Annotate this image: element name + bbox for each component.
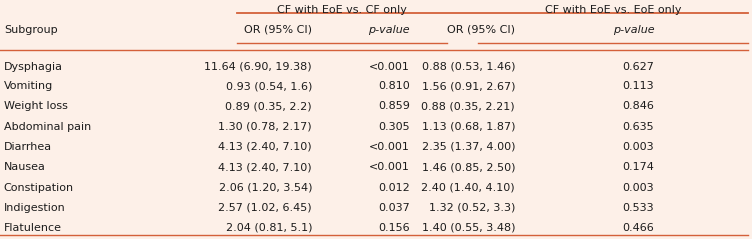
Text: 0.810: 0.810 — [378, 81, 410, 91]
Text: 0.012: 0.012 — [378, 183, 410, 193]
Text: 1.30 (0.78, 2.17): 1.30 (0.78, 2.17) — [218, 122, 312, 132]
Text: 1.32 (0.52, 3.3): 1.32 (0.52, 3.3) — [429, 203, 515, 213]
Text: 2.57 (1.02, 6.45): 2.57 (1.02, 6.45) — [218, 203, 312, 213]
Text: 0.88 (0.35, 2.21): 0.88 (0.35, 2.21) — [421, 101, 515, 111]
Text: 2.04 (0.81, 5.1): 2.04 (0.81, 5.1) — [226, 223, 312, 233]
Text: CF with EoE vs. EoE only: CF with EoE vs. EoE only — [544, 5, 681, 15]
Text: 0.003: 0.003 — [623, 183, 654, 193]
Text: 0.859: 0.859 — [378, 101, 410, 111]
Text: 0.174: 0.174 — [623, 162, 654, 172]
Text: Abdominal pain: Abdominal pain — [4, 122, 91, 132]
Text: 0.003: 0.003 — [623, 142, 654, 152]
Text: Constipation: Constipation — [4, 183, 74, 193]
Text: CF with EoE vs. CF only: CF with EoE vs. CF only — [277, 5, 407, 15]
Text: 0.635: 0.635 — [623, 122, 654, 132]
Text: 0.88 (0.53, 1.46): 0.88 (0.53, 1.46) — [422, 62, 515, 72]
Text: 0.037: 0.037 — [378, 203, 410, 213]
Text: 0.846: 0.846 — [623, 101, 654, 111]
Text: Vomiting: Vomiting — [4, 81, 53, 91]
Text: <0.001: <0.001 — [369, 142, 410, 152]
Text: 2.06 (1.20, 3.54): 2.06 (1.20, 3.54) — [219, 183, 312, 193]
Text: 1.56 (0.91, 2.67): 1.56 (0.91, 2.67) — [422, 81, 515, 91]
Text: Dysphagia: Dysphagia — [4, 62, 62, 72]
Text: 1.13 (0.68, 1.87): 1.13 (0.68, 1.87) — [422, 122, 515, 132]
Text: 0.305: 0.305 — [378, 122, 410, 132]
Text: p-value: p-value — [613, 25, 654, 35]
Text: <0.001: <0.001 — [369, 62, 410, 72]
Text: 0.627: 0.627 — [623, 62, 654, 72]
Text: 1.40 (0.55, 3.48): 1.40 (0.55, 3.48) — [422, 223, 515, 233]
Text: p-value: p-value — [368, 25, 410, 35]
Text: Flatulence: Flatulence — [4, 223, 62, 233]
Text: 4.13 (2.40, 7.10): 4.13 (2.40, 7.10) — [218, 142, 312, 152]
Text: 1.46 (0.85, 2.50): 1.46 (0.85, 2.50) — [422, 162, 515, 172]
Text: 0.533: 0.533 — [623, 203, 654, 213]
Text: Indigestion: Indigestion — [4, 203, 65, 213]
Text: Weight loss: Weight loss — [4, 101, 68, 111]
Text: OR (95% CI): OR (95% CI) — [244, 25, 312, 35]
Text: 0.93 (0.54, 1.6): 0.93 (0.54, 1.6) — [226, 81, 312, 91]
Text: 2.35 (1.37, 4.00): 2.35 (1.37, 4.00) — [422, 142, 515, 152]
Text: Subgroup: Subgroup — [4, 25, 57, 35]
Text: 0.113: 0.113 — [623, 81, 654, 91]
Text: 0.89 (0.35, 2.2): 0.89 (0.35, 2.2) — [226, 101, 312, 111]
Text: <0.001: <0.001 — [369, 162, 410, 172]
Text: 4.13 (2.40, 7.10): 4.13 (2.40, 7.10) — [218, 162, 312, 172]
Text: 0.156: 0.156 — [378, 223, 410, 233]
Text: Diarrhea: Diarrhea — [4, 142, 52, 152]
Text: 0.466: 0.466 — [623, 223, 654, 233]
Text: 11.64 (6.90, 19.38): 11.64 (6.90, 19.38) — [205, 62, 312, 72]
Text: OR (95% CI): OR (95% CI) — [447, 25, 515, 35]
Text: Nausea: Nausea — [4, 162, 46, 172]
Text: 2.40 (1.40, 4.10): 2.40 (1.40, 4.10) — [421, 183, 515, 193]
